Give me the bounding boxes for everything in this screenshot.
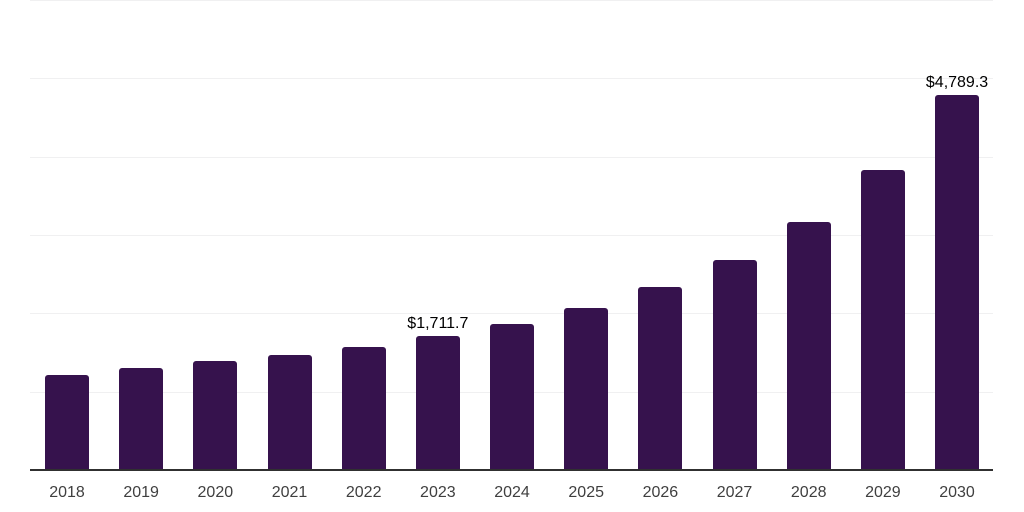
x-tick-2027: 2027 [716,484,753,501]
gridline-2000 [30,313,993,315]
x-tick-2021: 2021 [271,484,308,501]
x-tick-2023: 2023 [420,484,456,501]
value-label-2030: $4,789.3 [925,73,989,91]
gridline-6000 [30,0,993,1]
x-tick-2025: 2025 [568,484,604,501]
bar-2023[interactable] [415,335,460,470]
x-tick-2020: 2020 [197,484,234,501]
bar-2027[interactable] [712,259,757,470]
bar-2019[interactable] [119,367,164,470]
bar-2025[interactable] [564,308,609,470]
bar-2026[interactable] [638,287,683,470]
bar-2030[interactable] [935,94,980,470]
bar-2021[interactable] [267,354,312,470]
x-tick-2030: 2030 [939,484,975,501]
gridline-5000 [30,78,993,80]
bar-2029[interactable] [860,169,905,470]
bar-2024[interactable] [490,323,535,470]
value-label-2023: $1,711.7 [407,314,469,332]
x-tick-2018: 2018 [49,484,85,501]
x-tick-2019: 2019 [123,484,159,501]
plot-area: $1,711.7 $4,789.3 [30,0,993,470]
x-tick-2029: 2029 [865,484,901,501]
bar-2020[interactable] [193,361,238,470]
x-tick-2026: 2026 [642,484,679,501]
gridline-3000 [30,235,993,236]
x-tick-2024: 2024 [494,484,530,501]
bar-2022[interactable] [341,347,386,470]
x-tick-2022: 2022 [345,484,382,501]
bar-2028[interactable] [786,221,831,470]
x-axis-line [30,469,993,471]
gridline-4000 [30,156,993,158]
x-tick-2028: 2028 [790,484,827,501]
bar-2018[interactable] [45,374,89,470]
